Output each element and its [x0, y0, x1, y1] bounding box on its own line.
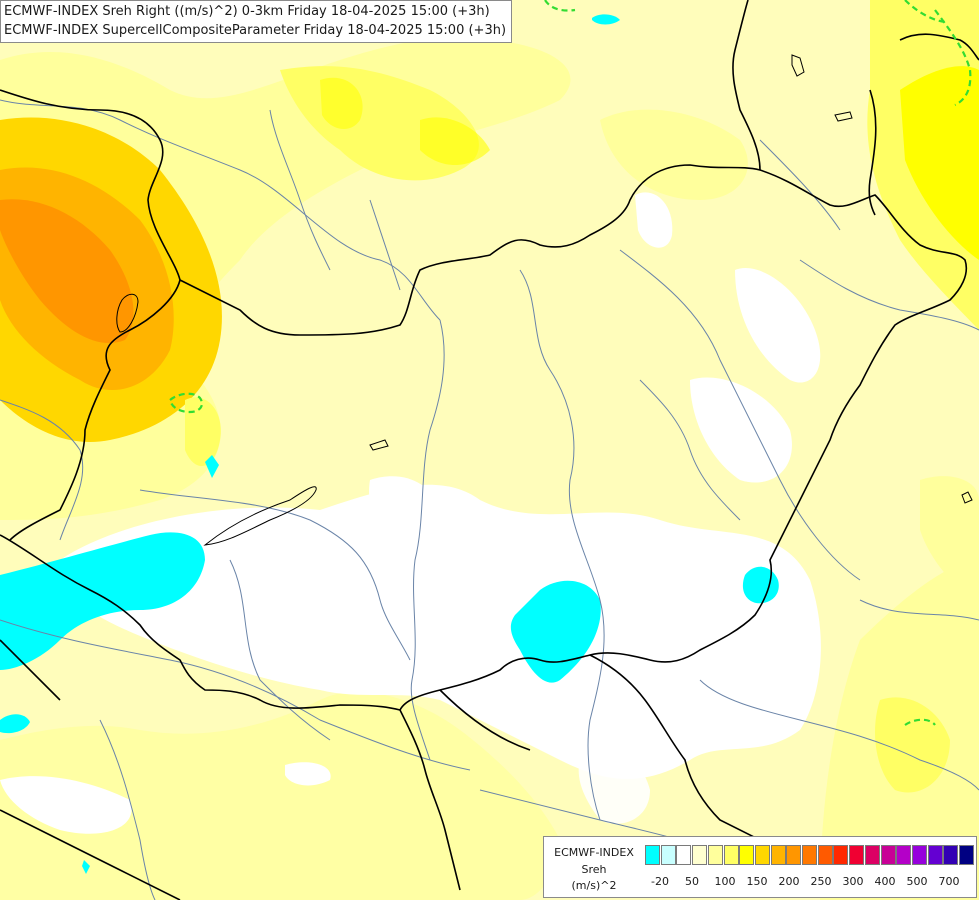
legend-swatch — [660, 845, 676, 865]
small-lake-3 — [834, 111, 853, 122]
legend-tick-label: 100 — [714, 875, 736, 888]
legend-unit-label: (m/s)^2 — [571, 879, 617, 892]
legend-swatch — [645, 845, 660, 865]
legend-tick-label: 400 — [874, 875, 896, 888]
small-lake-1 — [369, 439, 389, 451]
legend-swatch — [802, 845, 817, 865]
legend-swatch — [770, 845, 786, 865]
legend-tick-label: 300 — [842, 875, 864, 888]
legend-variable-label: Sreh — [581, 863, 607, 876]
legend-tick-label: 700 — [938, 875, 960, 888]
legend-swatch — [786, 845, 802, 865]
lake-neusiedl — [116, 293, 139, 333]
legend-swatch — [911, 845, 927, 865]
legend-swatch — [817, 845, 833, 865]
legend-tick-label: 500 — [906, 875, 928, 888]
map-title-sreh: ECMWF-INDEX Sreh Right ((m/s)^2) 0-3km F… — [4, 4, 490, 19]
sreh-field-white — [0, 192, 821, 834]
legend-model-label: ECMWF-INDEX — [554, 846, 634, 859]
legend-tick-label: 150 — [746, 875, 768, 888]
legend-swatch — [896, 845, 912, 865]
sreh-field-orange — [0, 117, 222, 467]
scp-contours — [168, 0, 972, 726]
legend-tick-label: 250 — [810, 875, 832, 888]
color-legend: ECMWF-INDEX Sreh (m/s)^2 -20 50 100 150 200 2… — [543, 836, 977, 898]
legend-swatch — [943, 845, 959, 865]
map-title-box: ECMWF-INDEX Sreh Right ((m/s)^2) 0-3km F… — [0, 0, 512, 43]
legend-swatch — [849, 845, 865, 865]
small-lake-4 — [961, 491, 973, 504]
legend-swatch — [864, 845, 880, 865]
small-lake-2 — [791, 54, 805, 77]
legend-swatch — [723, 845, 739, 865]
legend-swatch — [676, 845, 692, 865]
legend-swatch — [739, 845, 755, 865]
legend-swatch — [927, 845, 943, 865]
legend-tick-label: 200 — [778, 875, 800, 888]
legend-swatch — [959, 845, 974, 865]
legend-swatch — [692, 845, 708, 865]
legend-tick-label: 50 — [685, 875, 699, 888]
legend-swatch — [754, 845, 770, 865]
map-title-scp: ECMWF-INDEX SupercellCompositeParameter … — [4, 23, 507, 38]
legend-tick-label: -20 — [651, 875, 669, 888]
lake-balaton — [203, 486, 317, 546]
legend-swatch — [833, 845, 849, 865]
legend-swatch — [707, 845, 723, 865]
legend-swatch — [880, 845, 896, 865]
